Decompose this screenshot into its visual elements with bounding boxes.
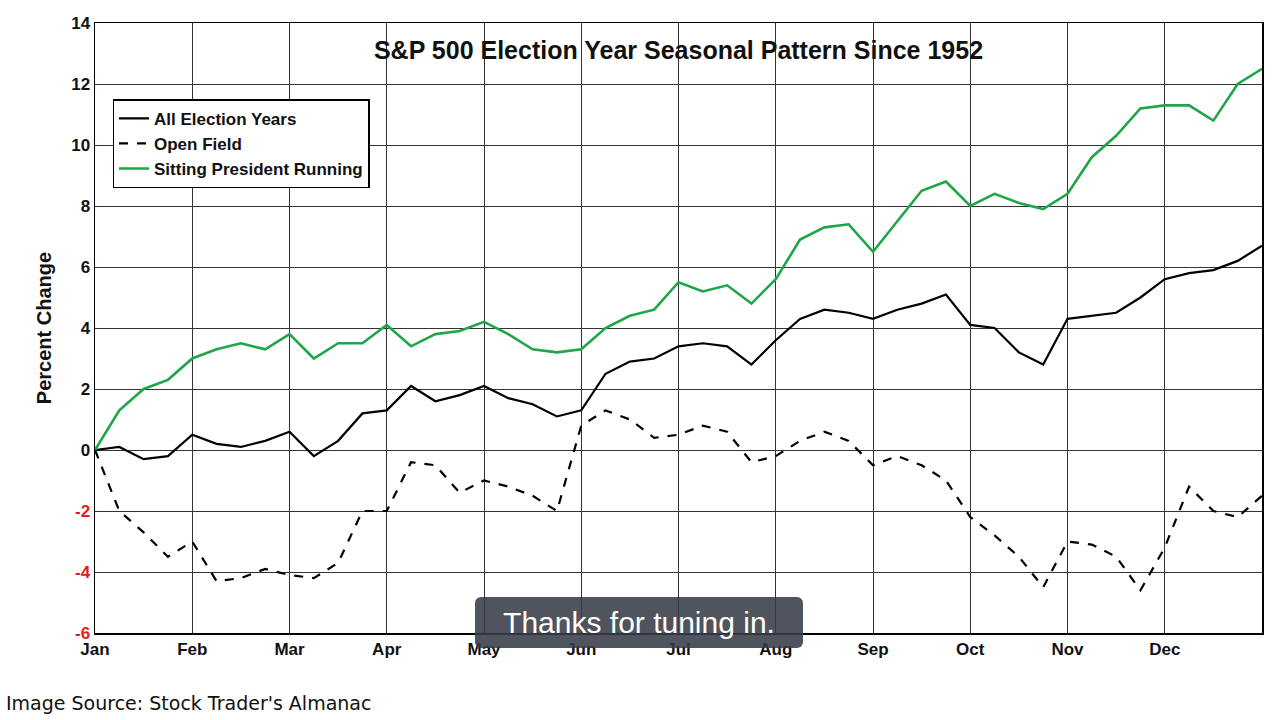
- svg-text:6: 6: [81, 258, 90, 277]
- svg-text:Oct: Oct: [956, 640, 985, 659]
- svg-text:10: 10: [71, 136, 90, 155]
- svg-text:Percent Change: Percent Change: [33, 252, 55, 404]
- svg-text:12: 12: [71, 75, 90, 94]
- svg-text:2: 2: [81, 380, 90, 399]
- svg-text:Nov: Nov: [1051, 640, 1084, 659]
- svg-text:Jan: Jan: [80, 640, 109, 659]
- svg-text:Sitting President Running: Sitting President Running: [154, 160, 363, 179]
- svg-text:Sep: Sep: [857, 640, 888, 659]
- svg-text:S&P 500 Election Year Seasonal: S&P 500 Election Year Seasonal Pattern S…: [374, 36, 983, 64]
- svg-text:4: 4: [81, 319, 91, 338]
- svg-text:Jun: Jun: [566, 639, 597, 659]
- html-text:Image Source: Stock Trader's A: Image Source: Stock Trader's Almanac: [6, 692, 372, 714]
- svg-text:8: 8: [81, 197, 90, 216]
- html-text:Thanks for tuning in.: Thanks for tuning in.: [503, 606, 775, 639]
- svg-text:Jul: Jul: [666, 639, 691, 659]
- svg-text:14: 14: [71, 14, 90, 33]
- svg-text:-6: -6: [75, 624, 90, 643]
- svg-text:Feb: Feb: [177, 640, 207, 659]
- svg-text:Mar: Mar: [274, 640, 305, 659]
- svg-text:0: 0: [81, 441, 90, 460]
- svg-text:Dec: Dec: [1149, 640, 1180, 659]
- svg-text:-2: -2: [75, 502, 90, 521]
- svg-text:All Election Years: All Election Years: [154, 110, 296, 129]
- svg-text:Apr: Apr: [372, 640, 402, 659]
- svg-text:-4: -4: [75, 563, 91, 582]
- svg-text:Aug: Aug: [759, 639, 793, 659]
- svg-text:May: May: [467, 639, 501, 659]
- svg-text:Open Field: Open Field: [154, 135, 242, 154]
